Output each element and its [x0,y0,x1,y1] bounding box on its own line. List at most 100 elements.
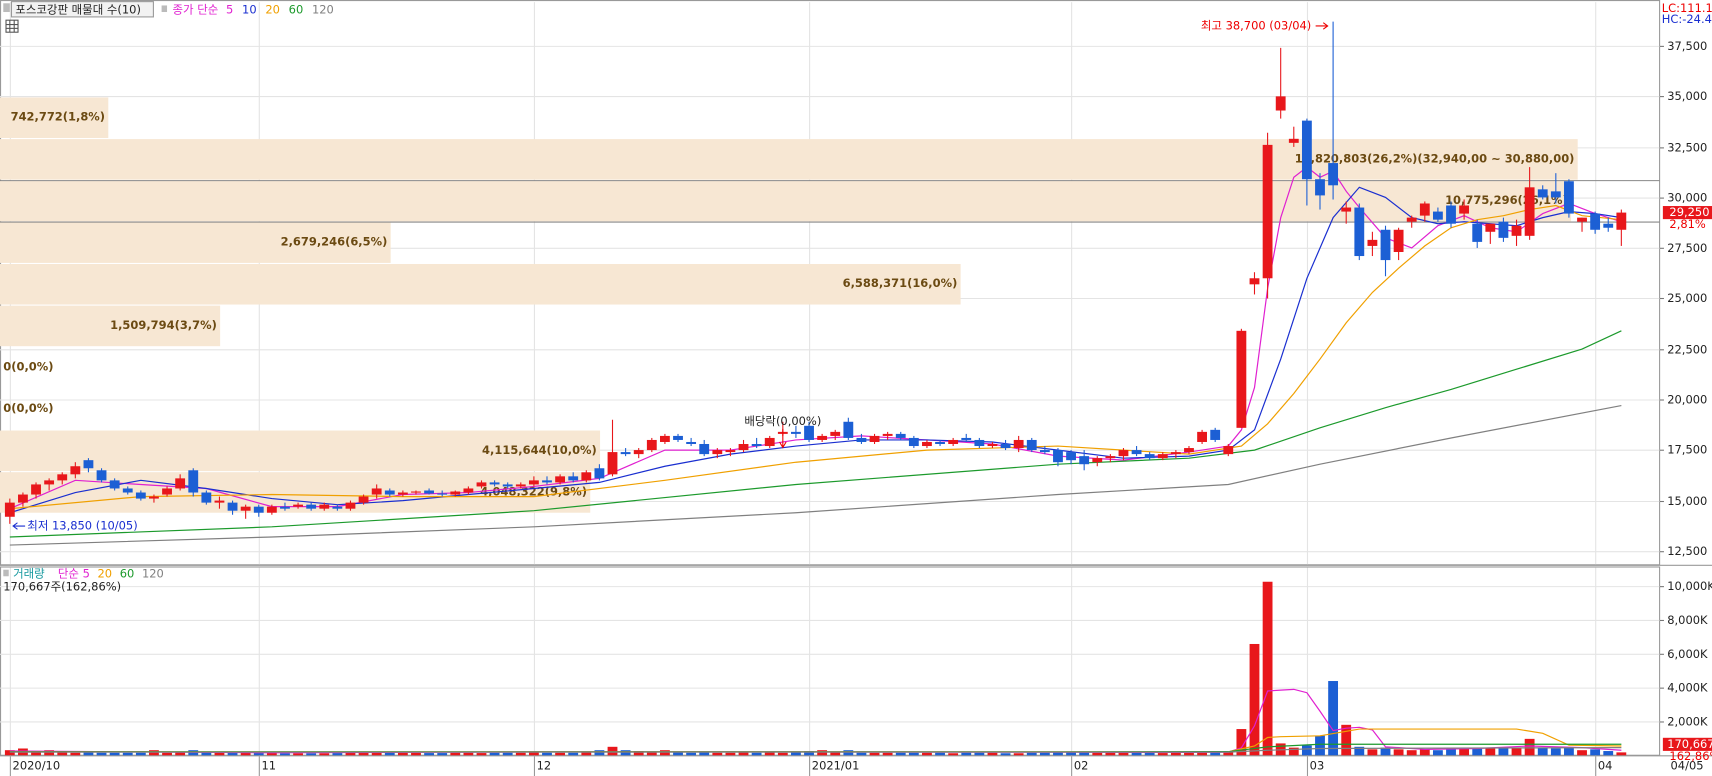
volume-bar [122,752,133,756]
profile-label: 4,115,644(10,0%) [482,443,597,457]
candle-body [1131,450,1142,455]
y-tick-label: 17,500 [1667,443,1707,457]
candle-body [699,444,710,455]
candle-body [1184,448,1194,453]
volume-bar [162,752,172,756]
title-box[interactable] [10,1,154,18]
volume-bar [280,753,290,756]
profile-label: 1,509,794(3,7%) [110,318,217,332]
volume-bar [1131,752,1142,756]
volume-bar [751,752,762,756]
legend-entry: 단순 5 [58,567,90,581]
last-value-label: 170,667 [1667,737,1712,751]
volume-bar [528,751,539,756]
menu-icon[interactable] [3,3,10,13]
lc-label: LC:111.1 [1662,1,1712,15]
candle-body [856,437,867,442]
y-tick-label: 4,000K [1667,681,1708,695]
volume-bar [777,752,788,756]
volume-bar [1459,748,1470,756]
volume-bar [214,752,225,756]
volume-bar [1328,681,1339,756]
volume-bar [1380,747,1391,756]
profile-label: 6,588,371(16,0%) [843,276,958,290]
profile-label: 2,679,246(6,5%) [281,235,388,249]
volume-bar [240,752,251,756]
volume-bar [764,751,775,756]
candle-body [1498,221,1509,238]
volume-bar [96,752,107,756]
volume-ma-line [9,747,1622,753]
ma-line [9,330,1622,538]
ma-line [9,204,1622,510]
profile-label: 10,775,296(26,1%) [1445,193,1568,207]
candle-body [1144,454,1155,459]
volume-bar [1092,752,1103,756]
legend-entry: 120 [312,2,334,16]
candle-body [1066,452,1076,461]
volume-bar [974,752,985,756]
candle-body [1406,217,1417,222]
volume-bar [542,752,552,756]
candle-body [830,431,841,436]
volume-bar [489,752,500,756]
candle-body [70,466,81,475]
y-tick-label: 2,000K [1667,714,1708,728]
volume-bar [1013,753,1024,756]
candle-body [1079,456,1090,465]
candle-body [961,437,972,440]
candle-body [1301,120,1312,180]
volume-bar [791,751,801,756]
y-tick-label: 12,500 [1667,544,1707,558]
candle-body [293,504,303,507]
candle-body [620,452,631,455]
candle-body [424,490,434,494]
candle-body [922,441,932,447]
candle-body [764,437,775,447]
change-label: 2,81% [1669,217,1706,231]
volume-bar [397,752,408,756]
y-tick-label: 27,500 [1667,241,1707,255]
candle-body [122,488,133,493]
candle-body [1511,225,1522,236]
candle-body [738,444,749,451]
candle-body [1053,450,1063,463]
candle-body [1577,217,1587,222]
volume-bar [135,752,146,756]
table-icon[interactable] [5,19,19,33]
candle-body [1419,203,1430,216]
volume-bar [1406,750,1417,756]
volume-bar [1039,752,1050,756]
candle-body [1524,187,1535,236]
legend-entry: 5 [226,2,233,16]
candle-body [1288,138,1299,143]
candle-body [109,480,120,489]
candle-body [83,460,94,469]
ex-dividend-label: 배당락(0,00%) [744,414,821,428]
candle-body [149,496,159,499]
candle-body [594,468,605,479]
volume-bar [1354,746,1365,756]
y-tick-label: 6,000K [1667,647,1708,661]
y-tick-label: 10,000K [1667,579,1712,593]
volume-bar [699,751,710,756]
x-tick-label: 03 [1310,759,1325,773]
volume-bar [1249,643,1260,756]
last-date: 04/05 [1671,759,1704,773]
volume-bar [1419,749,1430,756]
volume-bar [895,752,906,756]
candle-body [96,470,107,481]
candle-body [659,435,670,442]
candle-body [214,500,225,503]
volume-bar [437,753,448,756]
volume-bar [1498,747,1509,756]
candle-body [686,441,697,445]
candle-body [437,493,448,495]
candle-body [188,470,199,493]
volume-bar [1026,752,1037,756]
volume-bar [1393,749,1404,756]
profile-label: 742,772(1,8%) [11,110,105,124]
candle-body [1262,144,1273,279]
volume-bar [1577,750,1587,756]
